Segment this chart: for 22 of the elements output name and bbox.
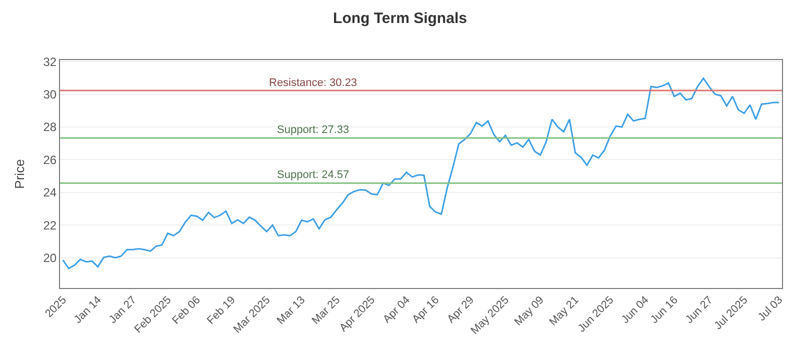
x-tick-label: Feb 19 xyxy=(205,294,238,327)
chart-title: Long Term Signals xyxy=(333,10,467,27)
y-tick-label: 28 xyxy=(43,120,57,134)
y-tick-label: 22 xyxy=(43,218,57,232)
x-tick-label: Jul 03 xyxy=(756,294,786,324)
x-tick-label: Jun 27 xyxy=(683,294,716,326)
y-tick-label: 20 xyxy=(43,250,57,265)
line-series xyxy=(62,78,780,270)
ref-line-label: Support: 24.57 xyxy=(277,169,350,181)
y-tick-label: 30 xyxy=(43,88,57,102)
x-tick-label: Apr 04 xyxy=(381,294,412,326)
y-tick-label: 26 xyxy=(43,152,57,167)
y-tick-label: 32 xyxy=(43,54,57,69)
x-tick-label: Mar 13 xyxy=(274,294,308,327)
x-tick-label: May 09 xyxy=(512,294,546,328)
y-tick-label: 24 xyxy=(43,186,57,200)
y-axis-title: Price xyxy=(12,159,27,189)
x-tick-label: Apr 16 xyxy=(410,294,442,326)
ref-line-label: Resistance: 30.23 xyxy=(269,77,358,89)
x-tick-label: Feb 06 xyxy=(170,294,203,327)
ref-line-label: Support: 27.33 xyxy=(277,124,350,136)
x-tick-label: Jan 14 xyxy=(72,294,104,326)
